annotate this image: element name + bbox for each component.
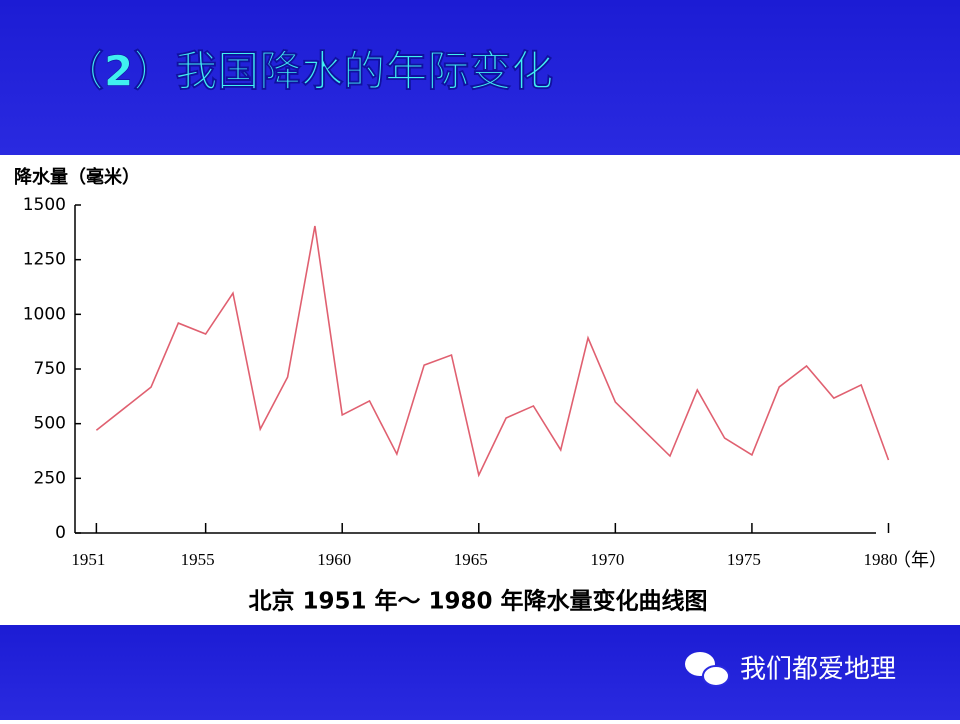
y-tick-label: 250 — [34, 468, 66, 488]
y-axis-label: 降水量（毫米） — [14, 166, 140, 188]
y-tick-label: 1500 — [23, 195, 66, 215]
y-tick-label: 500 — [34, 414, 66, 434]
top-band — [0, 0, 960, 155]
x-axis-label: （年） — [893, 550, 947, 571]
plot: 0 250 500 750 1000 1250 1500 1951 1955 1960 1965 19… — [23, 195, 898, 569]
y-tick-label: 0 — [55, 523, 66, 543]
x-tick-label: 1980 — [863, 550, 897, 569]
x-tick-label: 1960 — [317, 550, 351, 569]
wechat-icon — [685, 652, 730, 687]
x-tick-label: 1951 — [71, 550, 105, 569]
y-tick-label: 750 — [34, 359, 66, 379]
precip-line — [95, 225, 890, 478]
watermark: 我们都爱地理 — [740, 655, 896, 685]
x-tick-label: 1975 — [727, 550, 761, 569]
chart-area — [0, 155, 960, 625]
chart-caption: 北京 1951 年～ 1980 年降水量变化曲线图 — [248, 588, 707, 615]
bottom-band — [0, 625, 960, 720]
x-tick-label: 1965 — [454, 550, 488, 569]
x-tick-label: 1955 — [181, 550, 215, 569]
x-tick-label: 1970 — [590, 550, 624, 569]
y-tick-label: 1000 — [23, 304, 66, 324]
y-tick-label: 1250 — [23, 250, 66, 270]
slide-title: （2）我国降水的年际变化 — [62, 47, 553, 96]
